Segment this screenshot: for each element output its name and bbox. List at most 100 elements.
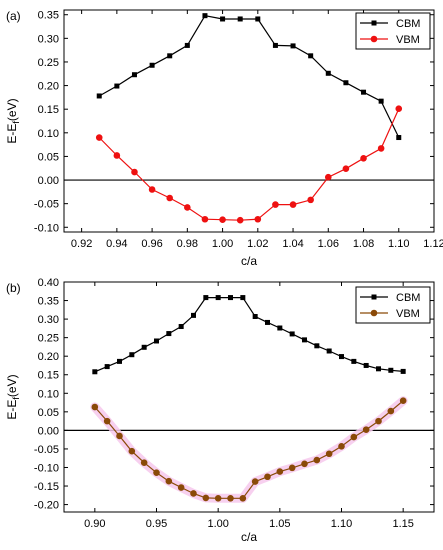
- data-point-vbm: [239, 494, 247, 502]
- y-tick-label: 0.25: [38, 57, 59, 69]
- y-tick-label: -0.05: [34, 199, 59, 211]
- data-point-cbm: [308, 53, 314, 59]
- y-tick-label: 0.30: [38, 314, 59, 326]
- data-point-vbm: [184, 204, 191, 211]
- data-point-cbm: [290, 43, 296, 49]
- data-point-vbm: [219, 216, 226, 224]
- data-point-vbm: [377, 145, 385, 152]
- y-tick-label: 0.00: [38, 425, 59, 437]
- x-tick-label: 1.00: [212, 238, 233, 250]
- data-point-vbm: [360, 155, 367, 162]
- legend: CBM VBM: [355, 286, 431, 324]
- series-vbm: [90, 396, 408, 503]
- legend-marker-vbm: [370, 309, 378, 317]
- legend-marker-vbm: [370, 35, 378, 43]
- data-point-vbm: [272, 201, 279, 208]
- data-point-cbm: [351, 358, 357, 364]
- data-point-cbm: [131, 72, 137, 78]
- data-point-cbm: [378, 98, 384, 104]
- data-point-vbm: [201, 215, 209, 223]
- data-point-cbm: [240, 295, 246, 301]
- data-point-vbm: [103, 417, 111, 425]
- data-point-cbm: [154, 338, 159, 344]
- data-point-cbm: [167, 53, 173, 59]
- data-point-cbm: [396, 135, 402, 141]
- data-point-cbm: [178, 324, 184, 330]
- data-point-cbm: [252, 314, 258, 319]
- data-point-vbm: [264, 473, 271, 481]
- data-point-vbm: [338, 443, 345, 450]
- y-tick-label: 0.05: [38, 151, 59, 163]
- data-point-vbm: [313, 456, 321, 464]
- data-point-cbm: [255, 16, 261, 22]
- data-point-vbm: [116, 432, 123, 440]
- legend-label-vbm: VBM: [396, 34, 420, 46]
- data-point-cbm: [96, 93, 102, 99]
- data-point-cbm: [203, 295, 209, 301]
- x-tick-label: 0.96: [141, 238, 162, 250]
- y-tick-label: -0.15: [34, 481, 59, 493]
- x-axis-label: c/a: [241, 254, 257, 268]
- data-point-vbm: [236, 216, 244, 224]
- data-point-cbm: [302, 337, 307, 343]
- data-point-vbm: [190, 490, 197, 497]
- y-tick-label: 0.40: [38, 277, 59, 289]
- legend-marker-cbm: [371, 294, 377, 300]
- data-point-vbm: [375, 417, 382, 425]
- data-point-vbm: [95, 134, 103, 141]
- data-point-cbm: [104, 364, 110, 370]
- data-point-vbm: [362, 426, 370, 433]
- y-tick-label: 0.30: [38, 33, 59, 45]
- data-point-cbm: [325, 70, 331, 76]
- plot-frame: [63, 9, 435, 233]
- y-axis-label: E-Ef(eV): [5, 374, 21, 419]
- x-tick-label: 0.90: [84, 518, 105, 530]
- data-point-cbm: [363, 362, 369, 368]
- data-point-cbm: [228, 295, 233, 301]
- data-point-cbm: [289, 331, 295, 337]
- data-point-cbm: [272, 42, 278, 48]
- y-tick-label: 0.35: [38, 10, 59, 22]
- y-tick-label: -0.10: [34, 462, 59, 474]
- chart-panel-b: 0.90 0.95 1.00 1.05 1.10 1.15 -0.20 -0.15 -0.10 -…: [5, 277, 435, 544]
- data-point-vbm: [214, 494, 222, 502]
- y-tick-label: 0.10: [38, 388, 59, 400]
- panel-label: (b): [6, 281, 21, 295]
- data-point-vbm: [227, 494, 234, 502]
- data-point-vbm: [140, 459, 148, 466]
- data-point-cbm: [339, 354, 344, 360]
- data-point-vbm: [301, 460, 308, 468]
- data-point-vbm: [307, 196, 314, 204]
- data-point-cbm: [400, 368, 406, 374]
- x-tick-label: 1.06: [318, 238, 339, 250]
- data-point-cbm: [191, 312, 196, 318]
- data-point-vbm: [324, 173, 332, 181]
- legend: CBM VBM: [355, 12, 431, 50]
- legend-marker-cbm: [371, 20, 377, 26]
- data-point-cbm: [184, 42, 190, 48]
- data-point-cbm: [141, 344, 147, 350]
- data-point-cbm: [149, 62, 155, 68]
- data-point-vbm: [131, 168, 138, 176]
- series-line-cbm: [98, 15, 400, 138]
- series-cbm: [92, 295, 406, 375]
- data-point-vbm: [387, 407, 395, 415]
- series-line-vbm: [98, 108, 400, 221]
- data-point-cbm: [129, 352, 135, 358]
- panel-label: (a): [6, 9, 21, 23]
- data-point-vbm: [254, 215, 262, 223]
- x-tick-label: 0.92: [71, 238, 92, 250]
- x-tick-label: 0.94: [106, 238, 127, 250]
- data-point-vbm: [91, 403, 99, 411]
- data-point-cbm: [215, 295, 221, 301]
- series-cbm: [96, 13, 402, 141]
- x-tick-label: 1.12: [423, 238, 443, 250]
- data-point-vbm: [113, 152, 121, 159]
- data-point-cbm: [92, 369, 98, 375]
- y-tick-label: 0.00: [38, 175, 59, 187]
- data-point-cbm: [314, 343, 320, 349]
- x-tick-label: 1.08: [353, 238, 374, 250]
- data-point-vbm: [165, 477, 173, 485]
- data-point-cbm: [166, 331, 172, 337]
